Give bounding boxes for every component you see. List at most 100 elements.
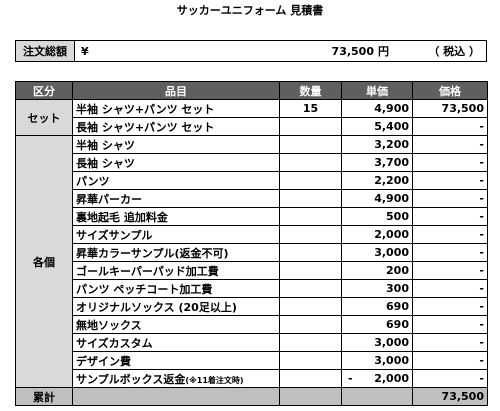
refund-amount: 2,000 bbox=[374, 372, 409, 385]
table-row: 昇華パーカー 4,900 - bbox=[16, 189, 488, 208]
quantity-cell[interactable] bbox=[279, 279, 342, 298]
item-name: 長袖 シャツ bbox=[72, 153, 280, 172]
currency-unit: 円 bbox=[378, 45, 389, 58]
table-row: 長袖 シャツ 3,700 - bbox=[16, 153, 488, 172]
summary-empty-qty bbox=[279, 387, 342, 406]
unit-price-cell: 3,000 bbox=[341, 333, 413, 352]
price-cell: - bbox=[412, 297, 488, 316]
price-cell: - bbox=[412, 279, 488, 298]
unit-price-cell: 3,000 bbox=[341, 243, 413, 262]
unit-price-cell: 5,400 bbox=[341, 117, 413, 136]
item-name: デザイン費 bbox=[72, 351, 280, 370]
refund-note: (※11着注文時) bbox=[185, 375, 244, 385]
table-row: パンツ ペッチコート加工費 300 - bbox=[16, 279, 488, 298]
category-individual: 各個 bbox=[15, 135, 73, 388]
price-cell: - bbox=[412, 135, 488, 154]
item-name: パンツ bbox=[72, 171, 280, 190]
header-item: 品目 bbox=[72, 81, 280, 100]
summary-empty-item bbox=[72, 387, 280, 406]
quantity-cell[interactable] bbox=[279, 351, 342, 370]
quantity-cell[interactable] bbox=[279, 369, 342, 388]
header-quantity: 数量 bbox=[279, 81, 342, 100]
quantity-cell[interactable] bbox=[279, 243, 342, 262]
unit-price-cell: 3,200 bbox=[341, 135, 413, 154]
table-row: 裏地起毛 追加料金 500 - bbox=[16, 207, 488, 226]
quantity-cell[interactable] bbox=[279, 153, 342, 172]
header-category: 区分 bbox=[15, 81, 73, 100]
summary-total: 73,500 bbox=[412, 387, 488, 406]
price-cell: 73,500 bbox=[412, 99, 488, 118]
item-name: 長袖 シャツ+パンツ セット bbox=[72, 117, 280, 136]
price-cell: - bbox=[412, 207, 488, 226]
price-cell: - bbox=[412, 315, 488, 334]
unit-price-cell: 690 bbox=[341, 315, 413, 334]
table-row: サイズカスタム 3,000 - bbox=[16, 333, 488, 352]
order-total-box: 注文総額 ¥ 73,500 円 （ 税込 ） bbox=[15, 40, 487, 62]
price-cell: - bbox=[412, 333, 488, 352]
quantity-cell[interactable] bbox=[279, 225, 342, 244]
table-row: 長袖 シャツ+パンツ セット 5,400 - bbox=[16, 117, 488, 136]
unit-price-cell: 690 bbox=[341, 297, 413, 316]
document-title: サッカーユニフォーム 見積書 bbox=[176, 4, 324, 17]
item-name: サイズサンプル bbox=[72, 225, 280, 244]
unit-price-cell: - 2,000 bbox=[341, 369, 413, 388]
price-cell: - bbox=[412, 153, 488, 172]
table-row: サンプルボックス返金(※11着注文時) -2,000 - bbox=[16, 369, 488, 388]
quantity-cell[interactable] bbox=[279, 171, 342, 190]
unit-price-cell: 4,900 bbox=[341, 99, 413, 118]
summary-empty-price bbox=[341, 387, 413, 406]
table-row: ゴールキーパーパッド加工費 200 - bbox=[16, 261, 488, 280]
unit-price-cell: 200 bbox=[341, 261, 413, 280]
quantity-cell[interactable] bbox=[279, 333, 342, 352]
order-total-unit-group: 円 （ 税込 ） bbox=[378, 41, 486, 61]
quantity-cell[interactable] bbox=[279, 135, 342, 154]
tax-note: （ 税込 ） bbox=[428, 45, 480, 58]
table-header-row: 区分 品目 数量 単価 価格 bbox=[15, 81, 488, 100]
item-name: 裏地起毛 追加料金 bbox=[72, 207, 280, 226]
quantity-cell[interactable] bbox=[279, 315, 342, 334]
table-row: 昇華カラーサンプル(返金不可) 3,000 - bbox=[16, 243, 488, 262]
summary-row: 累計 73,500 bbox=[15, 387, 488, 406]
price-cell: - bbox=[412, 225, 488, 244]
negative-sign: - bbox=[348, 372, 353, 385]
price-cell: - bbox=[412, 243, 488, 262]
table-row: セット 半袖 シャツ+パンツ セット 15 4,900 73,500 bbox=[15, 99, 488, 136]
quantity-cell[interactable] bbox=[279, 261, 342, 280]
item-name: オリジナルソックス (20足以上) bbox=[72, 297, 280, 316]
unit-price-cell: 2,000 bbox=[341, 225, 413, 244]
item-name: 昇華カラーサンプル(返金不可) bbox=[72, 243, 280, 262]
estimate-table: 区分 品目 数量 単価 価格 セット 半袖 シャツ+パンツ セット 15 4,9… bbox=[15, 81, 488, 406]
price-cell: - bbox=[412, 351, 488, 370]
header-price: 価格 bbox=[412, 81, 488, 100]
table-row: 無地ソックス 690 - bbox=[16, 315, 488, 334]
unit-price-cell: 300 bbox=[341, 279, 413, 298]
table-row: 各個 半袖 シャツ 3,200 - bbox=[15, 135, 488, 388]
quantity-cell[interactable] bbox=[279, 117, 342, 136]
order-total-amount: 73,500 bbox=[331, 44, 374, 58]
price-cell: - bbox=[412, 117, 488, 136]
table-row: オリジナルソックス (20足以上) 690 - bbox=[16, 297, 488, 316]
currency-symbol: ¥ bbox=[81, 44, 89, 58]
unit-price-cell: 2,200 bbox=[341, 171, 413, 190]
unit-price-cell: 3,700 bbox=[341, 153, 413, 172]
quantity-cell[interactable]: 15 bbox=[279, 99, 342, 118]
unit-price-cell: 500 bbox=[341, 207, 413, 226]
item-name: 無地ソックス bbox=[72, 315, 280, 334]
item-name: ゴールキーパーパッド加工費 bbox=[72, 261, 280, 280]
refund-item-name: サンプルボックス返金 bbox=[76, 372, 186, 386]
table-row: デザイン費 3,000 - bbox=[16, 351, 488, 370]
quantity-cell[interactable] bbox=[279, 189, 342, 208]
category-set: セット bbox=[15, 99, 73, 136]
price-cell: - bbox=[412, 369, 488, 388]
item-name: パンツ ペッチコート加工費 bbox=[72, 279, 280, 298]
unit-price-cell: 3,000 bbox=[341, 351, 413, 370]
item-name: サンプルボックス返金(※11着注文時) bbox=[72, 369, 280, 388]
table-row: パンツ 2,200 - bbox=[16, 171, 488, 190]
unit-price-cell: 4,900 bbox=[341, 189, 413, 208]
item-name: サイズカスタム bbox=[72, 333, 280, 352]
quantity-cell[interactable] bbox=[279, 297, 342, 316]
price-cell: - bbox=[412, 261, 488, 280]
quantity-cell[interactable] bbox=[279, 207, 342, 226]
table-row: サイズサンプル 2,000 - bbox=[16, 225, 488, 244]
price-cell: - bbox=[412, 189, 488, 208]
